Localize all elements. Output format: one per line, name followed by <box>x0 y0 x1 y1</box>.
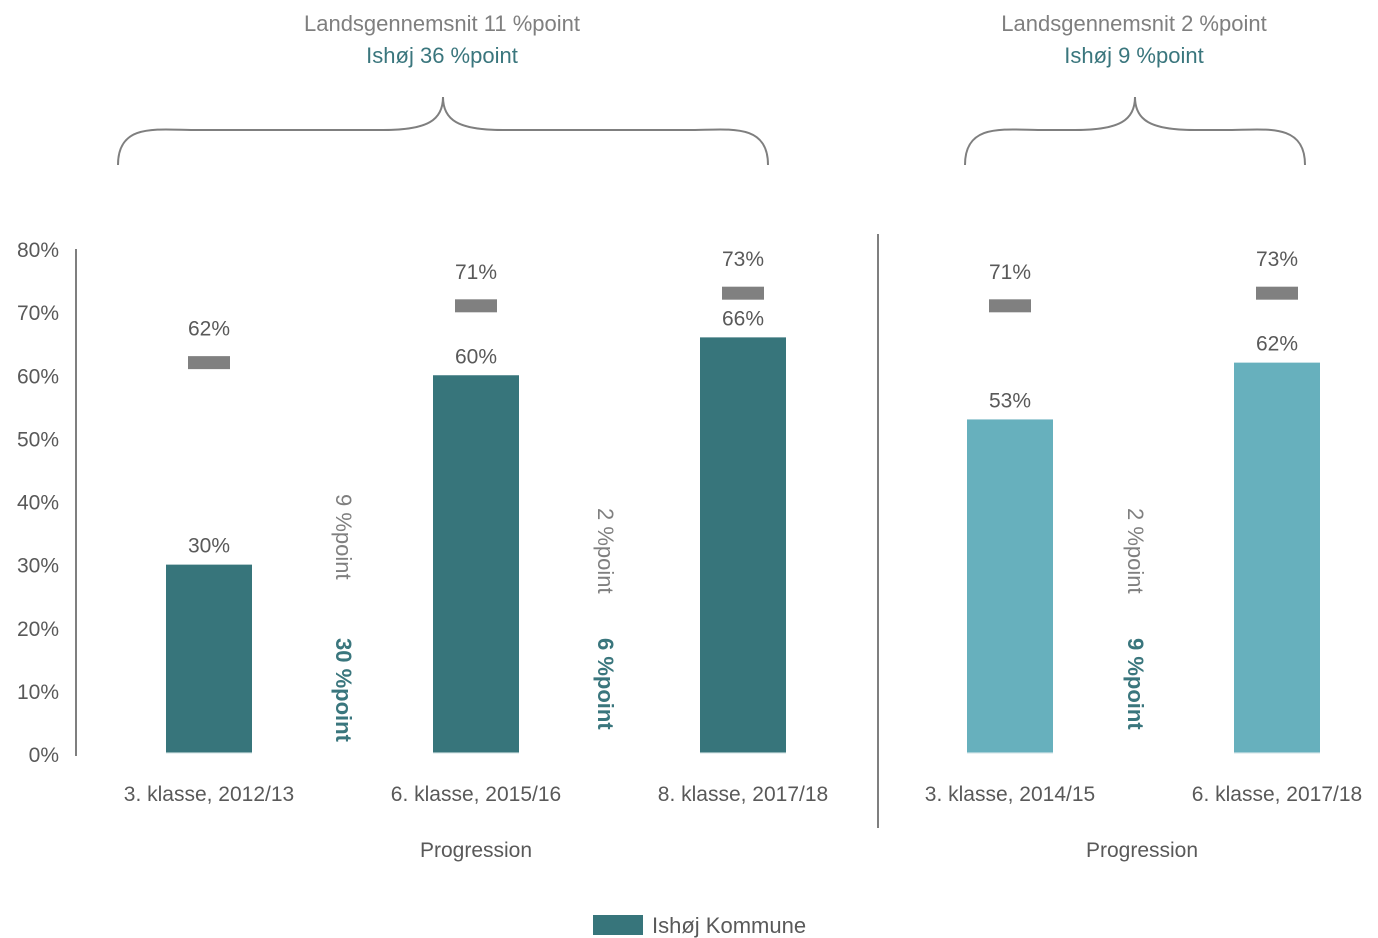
category-label: 3. klasse, 2012/13 <box>124 783 294 806</box>
national-value-label: 71% <box>455 261 497 284</box>
x-axis-title: Progression <box>420 839 532 862</box>
national-value-label: 71% <box>989 261 1031 284</box>
bar <box>700 337 786 754</box>
progression-national-label: 2 %point <box>1123 508 1148 594</box>
national-value-label: 73% <box>1256 248 1298 271</box>
bar <box>1234 362 1320 754</box>
y-tick-label: 20% <box>17 618 59 641</box>
y-tick-label: 30% <box>17 555 59 578</box>
national-marker <box>722 286 764 300</box>
y-tick-label: 70% <box>17 302 59 325</box>
bar-base-line <box>967 752 1053 754</box>
bar-value-label: 66% <box>722 307 764 330</box>
progression-local-label: 9 %point <box>1123 638 1148 730</box>
national-value-label: 62% <box>188 318 230 341</box>
national-marker <box>455 299 497 313</box>
header-national: Landsgennemsnit 11 %point <box>304 11 580 36</box>
bar-value-label: 30% <box>188 535 230 558</box>
bar <box>967 419 1053 754</box>
national-marker <box>989 299 1031 313</box>
progression-local-label: 6 %point <box>593 638 618 730</box>
y-tick-label: 50% <box>17 428 59 451</box>
brace <box>964 96 1306 166</box>
bar-base-line <box>1234 752 1320 754</box>
y-tick-label: 80% <box>17 239 59 262</box>
header-local: Ishøj 9 %point <box>1064 43 1203 68</box>
y-tick-label: 10% <box>17 681 59 704</box>
marks-layer <box>166 286 1320 754</box>
text-layer: 0% 10% 20% 30% 40% 50% 60% 70% 80% 30% 62% 3. klass… <box>17 11 1362 862</box>
category-label: 6. klasse, 2017/18 <box>1192 783 1362 806</box>
bar-base-line <box>166 752 252 754</box>
progression-national-label: 2 %point <box>593 508 618 594</box>
y-tick-label: 0% <box>29 744 59 767</box>
legend-label: Ishøj Kommune <box>652 913 806 938</box>
y-tick-label: 60% <box>17 365 59 388</box>
bar-value-label: 62% <box>1256 333 1298 356</box>
category-label: 6. klasse, 2015/16 <box>391 783 561 806</box>
header-local: Ishøj 36 %point <box>366 43 518 68</box>
national-marker <box>1256 286 1298 300</box>
x-axis-title: Progression <box>1086 839 1198 862</box>
legend-swatch <box>593 915 643 935</box>
axes-layer <box>75 96 1306 828</box>
national-value-label: 73% <box>722 248 764 271</box>
bar <box>433 375 519 754</box>
bar-value-label: 53% <box>989 389 1031 412</box>
progression-national-label: 9 %point <box>331 494 356 580</box>
bar-base-line <box>433 752 519 754</box>
category-label: 3. klasse, 2014/15 <box>925 783 1095 806</box>
bar-base-line <box>700 752 786 754</box>
national-marker <box>188 356 230 370</box>
y-tick-label: 40% <box>17 492 59 515</box>
progression-local-label: 30 %point <box>331 638 356 743</box>
legend: Ishøj Kommune <box>593 913 806 938</box>
brace <box>117 96 769 166</box>
category-label: 8. klasse, 2017/18 <box>658 783 828 806</box>
bar <box>166 564 252 754</box>
bar-value-label: 60% <box>455 345 497 368</box>
header-national: Landsgennemsnit 2 %point <box>1001 11 1266 36</box>
